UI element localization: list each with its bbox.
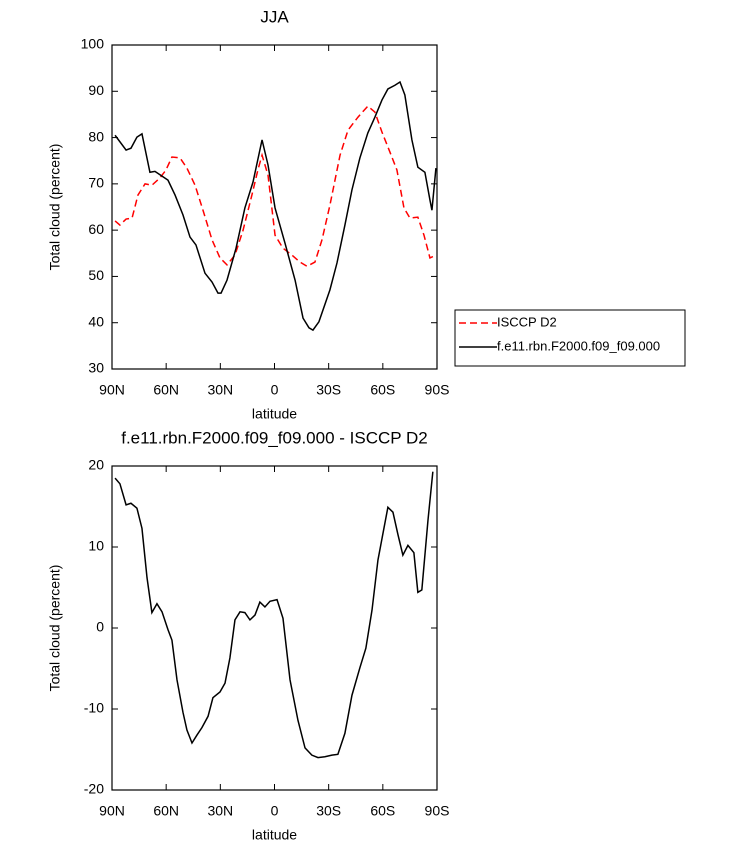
plot-frame (111, 44, 438, 370)
plot-frame (111, 465, 438, 791)
data-line (114, 80, 437, 332)
chart-title: f.e11.rbn.F2000.f09_f09.000 - ISCCP D2 (121, 428, 428, 447)
y-tick-label: -20 (84, 781, 104, 797)
y-tick-label: -10 (84, 700, 104, 716)
x-tick-label: 0 (271, 382, 279, 398)
x-tick-label: 30S (316, 382, 341, 398)
y-axis-label: Total cloud (percent) (47, 144, 63, 271)
x-tick-label: 60S (370, 803, 395, 819)
y-tick-label: 80 (88, 128, 104, 144)
chart-title: JJA (260, 7, 289, 26)
y-tick-label: 100 (81, 36, 105, 52)
x-tick-label: 30N (207, 803, 233, 819)
y-tick-label: 0 (96, 619, 104, 635)
legend-label: ISCCP D2 (497, 314, 557, 329)
x-tick-label: 60N (153, 803, 179, 819)
legend-box (454, 309, 686, 367)
x-tick-label: 60S (370, 382, 395, 398)
x-tick-label: 90N (99, 382, 125, 398)
y-tick-label: 50 (88, 267, 104, 283)
data-line (114, 105, 435, 268)
y-tick-label: 20 (88, 457, 104, 473)
y-tick-label: 40 (88, 313, 104, 329)
x-tick-label: 90S (425, 382, 450, 398)
y-tick-label: 10 (88, 538, 104, 554)
y-tick-label: 90 (88, 82, 104, 98)
x-tick-label: 0 (271, 803, 279, 819)
y-axis-label: Total cloud (percent) (47, 565, 63, 692)
y-tick-label: 60 (88, 221, 104, 237)
data-line (114, 471, 434, 759)
legend-label: f.e11.rbn.F2000.f09_f09.000 (497, 338, 660, 353)
x-tick-label: 90S (425, 803, 450, 819)
y-tick-label: 70 (88, 175, 104, 191)
x-tick-label: 60N (153, 382, 179, 398)
x-axis-label: latitude (252, 406, 297, 422)
x-tick-label: 90N (99, 803, 125, 819)
x-axis-label: latitude (252, 827, 297, 843)
x-tick-label: 30N (207, 382, 233, 398)
y-tick-label: 30 (88, 360, 104, 376)
x-tick-label: 30S (316, 803, 341, 819)
